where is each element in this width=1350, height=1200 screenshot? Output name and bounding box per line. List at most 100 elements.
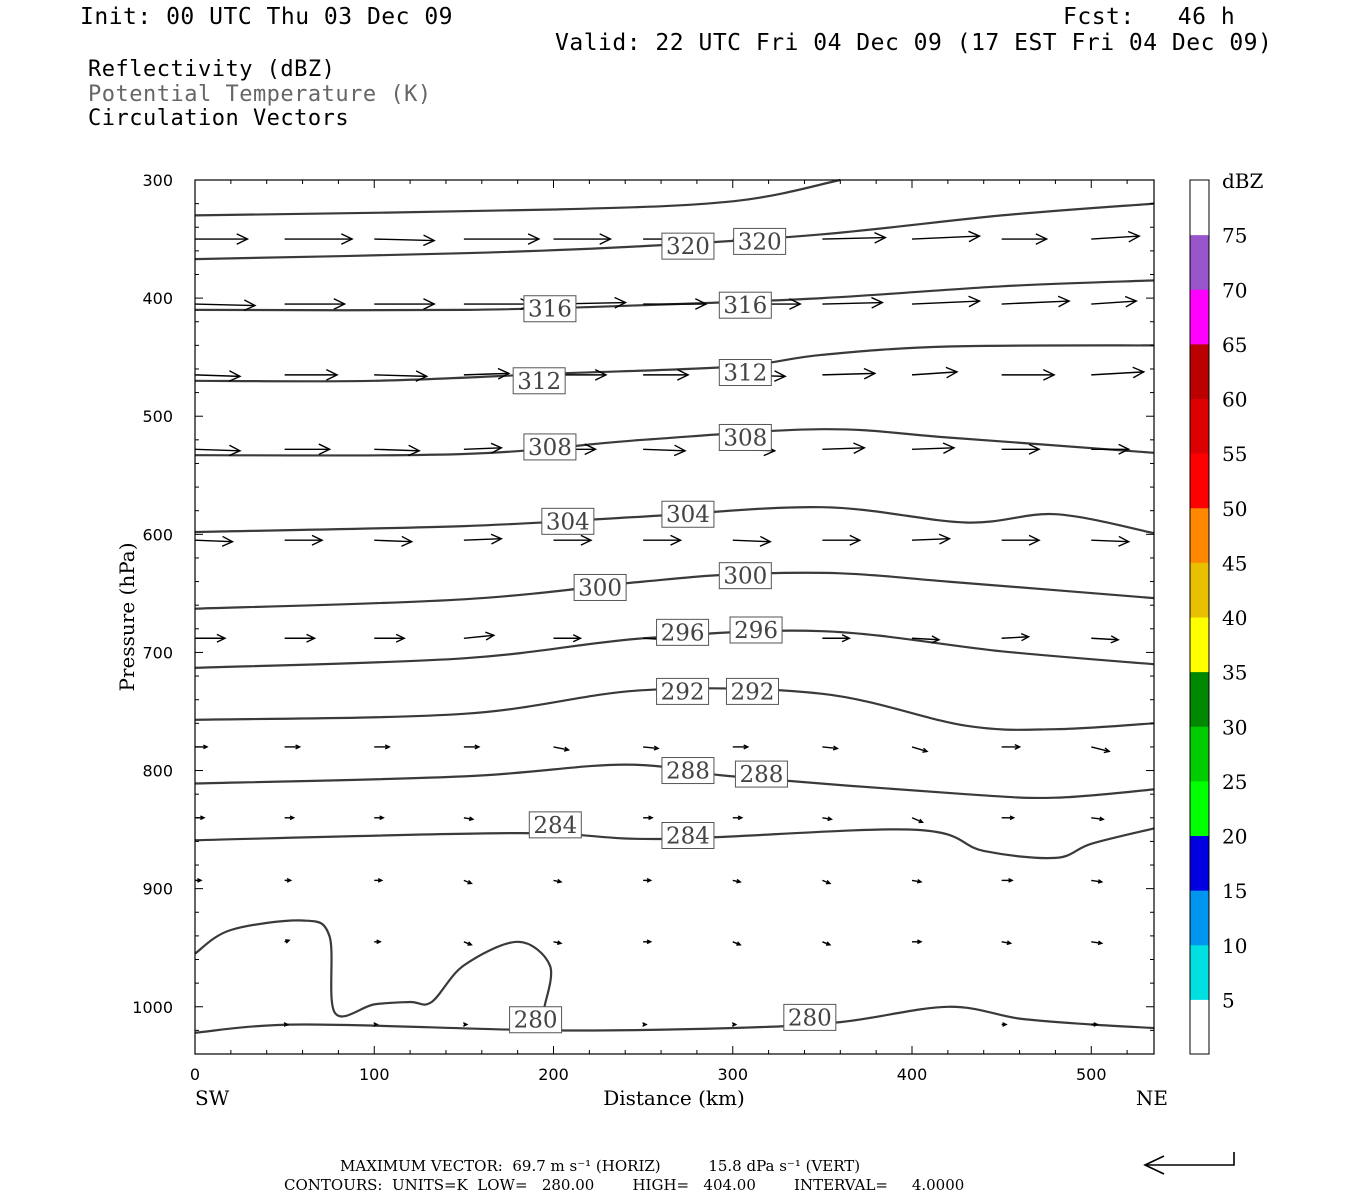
- vector-head: [677, 369, 690, 381]
- vector-head: [197, 878, 203, 883]
- isentrope-label-text: 292: [731, 679, 775, 705]
- isentrope-label: 316: [718, 291, 772, 319]
- circulation-vector: [1001, 815, 1016, 821]
- circulation-vector: [553, 233, 613, 245]
- vector-head: [918, 818, 924, 824]
- isentrope-line: [194, 279, 1155, 312]
- vector-head: [931, 635, 941, 644]
- vector-head: [490, 533, 503, 545]
- circulation-vector: [463, 233, 541, 245]
- circulation-vector: [1091, 635, 1120, 644]
- circulation-vector: [195, 633, 227, 643]
- colorbar-swatch: [1190, 780, 1209, 836]
- isentrope-label-box: [512, 367, 566, 395]
- colorbar-swatch: [1190, 726, 1209, 782]
- colorbar-swatch: [1190, 999, 1209, 1055]
- isentrope-line: [194, 428, 1155, 457]
- circulation-vector: [1091, 940, 1104, 946]
- isentrope-label-box: [783, 1003, 837, 1031]
- colorbar-tick-label: 75: [1222, 224, 1247, 248]
- circulation-vector: [911, 746, 929, 753]
- vector-head: [743, 744, 750, 750]
- y-tick-label: 900: [142, 880, 173, 899]
- x-tick-label: 500: [1076, 1065, 1107, 1084]
- vector-head: [243, 299, 257, 312]
- vector-shaft: [1091, 879, 1102, 883]
- vector-head: [945, 366, 959, 379]
- x-tick-label: 0: [190, 1065, 200, 1084]
- circulation-vector: [284, 633, 317, 643]
- field-circulation-vectors: Circulation Vectors: [88, 106, 350, 131]
- vector-head: [462, 1022, 469, 1027]
- vector-head: [849, 534, 862, 546]
- vector-shaft: [911, 746, 928, 753]
- vector-head: [863, 367, 877, 380]
- isentrope-label-text: 288: [666, 759, 710, 785]
- circulation-vector: [642, 1022, 648, 1027]
- isentrope-label-box: [718, 423, 772, 451]
- vector-shaft: [822, 236, 886, 240]
- isentrope-label: 300: [573, 573, 627, 601]
- vector-head: [563, 746, 571, 752]
- isentrope-label: 288: [734, 760, 788, 788]
- vector-head: [1043, 369, 1056, 381]
- vector-head: [228, 370, 242, 382]
- circulation-vector: [284, 443, 332, 456]
- circulation-vector: [1001, 940, 1013, 946]
- vector-head: [670, 534, 683, 546]
- vector-head: [311, 534, 324, 546]
- isentrope-label-box: [656, 618, 710, 646]
- isentrope-label-box: [661, 822, 715, 849]
- isentrope-label-box: [523, 295, 577, 323]
- circulation-vector: [911, 442, 956, 455]
- isentrope-label-text: 284: [533, 813, 577, 839]
- isentrope-label-text: 320: [738, 229, 782, 255]
- vector-head: [599, 233, 613, 245]
- vector-head: [467, 879, 473, 885]
- circulation-vector: [643, 444, 687, 457]
- field-potential-temperature: Potential Temperature (K): [88, 82, 432, 107]
- isentrope-label-text: 288: [739, 762, 783, 788]
- x-tick-label: 100: [359, 1065, 390, 1084]
- isentrope-label: 304: [541, 507, 595, 535]
- vector-head: [377, 878, 384, 883]
- circulation-vector: [643, 745, 660, 751]
- vector-shaft: [643, 746, 659, 750]
- vector-head: [200, 815, 206, 821]
- circulation-vector: [553, 746, 571, 752]
- colorbar-swatch: [1190, 890, 1209, 946]
- vector-shaft: [911, 817, 923, 823]
- circulation-vector: [1091, 230, 1141, 243]
- isentrope-line: [194, 827, 1155, 860]
- circulation-vector: [822, 634, 851, 643]
- circulation-vector: [732, 878, 742, 884]
- isentrope-label: 308: [718, 423, 772, 451]
- vector-shaft: [732, 539, 771, 543]
- circulation-vector: [1001, 295, 1071, 308]
- isentrope-line: [194, 344, 1155, 383]
- vector-shaft: [1091, 371, 1144, 376]
- vector-head: [584, 443, 598, 456]
- vector-shaft: [1091, 300, 1137, 305]
- circulation-vector: [374, 444, 421, 457]
- vector-head: [306, 633, 317, 643]
- vector-head: [1099, 816, 1105, 822]
- circulation-vector: [1001, 743, 1022, 750]
- vector-head: [286, 878, 293, 883]
- vector-shaft: [374, 374, 427, 378]
- colorbar-swatch: [1190, 234, 1209, 290]
- vector-head: [485, 631, 496, 641]
- isentrope-label-text: 292: [661, 679, 705, 705]
- vector-head: [474, 744, 481, 750]
- x-tick-label: 400: [897, 1065, 928, 1084]
- circulation-vector: [194, 535, 235, 547]
- vector-head: [556, 878, 563, 884]
- isentrope-label: 320: [733, 227, 787, 255]
- vector-head: [942, 442, 956, 455]
- isentrope-label-box: [729, 616, 783, 644]
- vector-shaft: [1091, 637, 1119, 641]
- circulation-vector: [284, 298, 347, 310]
- vector-shaft: [374, 448, 420, 452]
- colorbar-swatch: [1190, 180, 1209, 236]
- vector-head: [736, 941, 742, 946]
